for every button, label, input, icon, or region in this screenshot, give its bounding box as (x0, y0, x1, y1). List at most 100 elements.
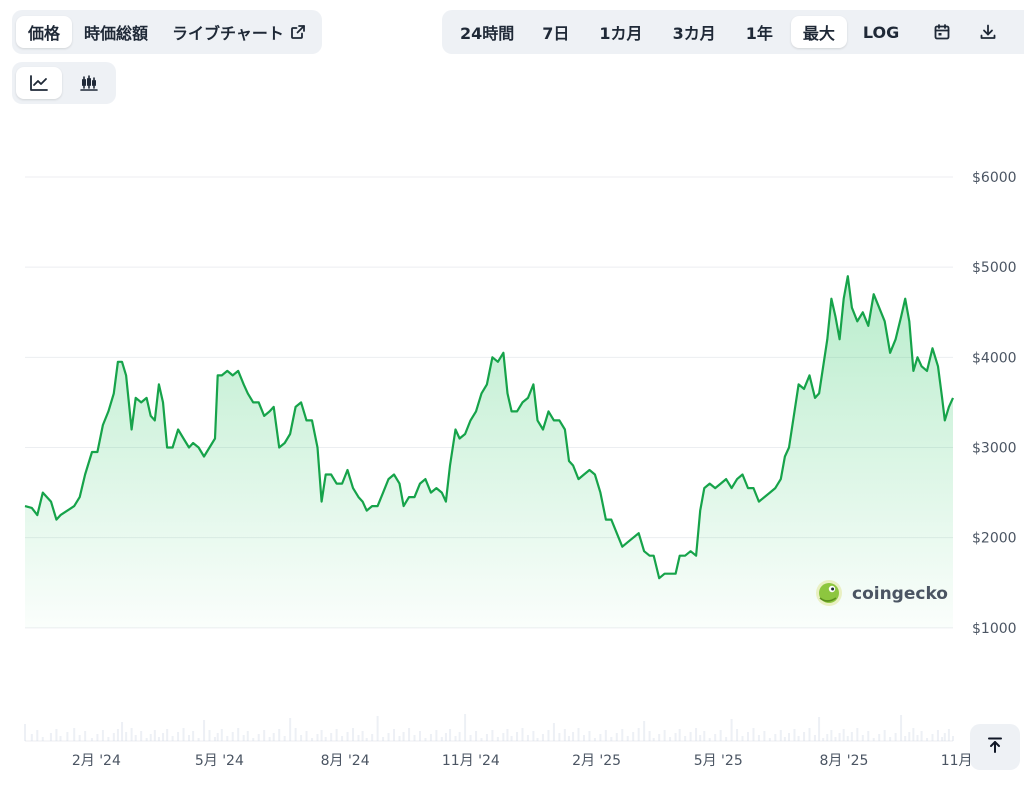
volume-bar (908, 732, 911, 741)
volume-bar (101, 730, 104, 741)
tab-1y[interactable]: 1年 (745, 24, 773, 43)
volume-bar (496, 737, 499, 741)
volume-bar (547, 730, 550, 741)
volume-bar (171, 736, 174, 741)
volume-bar (376, 716, 379, 741)
volume-bar (330, 733, 333, 741)
volume-bar (263, 730, 266, 741)
volume-bar (703, 731, 706, 741)
x-tick-label: 8月 '25 (819, 753, 868, 769)
tab-1m[interactable]: 1カ月 (599, 24, 643, 43)
volume-bar (883, 730, 886, 741)
volume-bar (316, 734, 319, 741)
volume-bar (521, 728, 524, 741)
volume-bar (382, 737, 385, 741)
tab-market-cap[interactable]: 時価総額 (84, 24, 149, 43)
volume-bar (830, 730, 833, 741)
tab-price[interactable]: 価格 (16, 16, 73, 48)
volume-bar (257, 734, 260, 741)
candlestick-button[interactable] (66, 67, 112, 99)
volume-bar (464, 714, 467, 741)
volume-bar (300, 735, 303, 741)
volume-bar (572, 732, 575, 741)
volume-bar (272, 733, 275, 741)
y-tick-label: $6000 (972, 170, 1017, 186)
volume-bar (203, 720, 206, 741)
download-button[interactable] (969, 16, 1007, 48)
volume-bar (393, 729, 396, 741)
volume-bar (779, 730, 782, 741)
tab-log[interactable]: LOG (862, 22, 900, 42)
calendar-button[interactable] (923, 16, 961, 48)
volume-bar (506, 729, 509, 741)
calendar-icon (933, 23, 951, 41)
volume-bar (768, 738, 771, 741)
volume-bar (684, 736, 687, 741)
volume-bar (444, 733, 447, 741)
volume-bar (714, 734, 717, 741)
tab-7d[interactable]: 7日 (542, 24, 570, 43)
x-tick-label: 5月 '25 (694, 753, 743, 769)
volume-bar (371, 734, 374, 741)
y-tick-label: $4000 (972, 350, 1017, 366)
volume-bar (182, 728, 185, 741)
download-icon (979, 23, 997, 41)
volume-bar (678, 729, 681, 741)
volume-bar (112, 733, 115, 741)
volume-bar (952, 736, 954, 741)
volume-bar (208, 730, 211, 741)
volume-bar (289, 718, 292, 741)
chart-type-tabs: 価格 時価総額 ライブチャート (12, 10, 322, 54)
volume-bar (145, 738, 148, 741)
tab-24h[interactable]: 24時間 (460, 24, 515, 43)
arrow-up-to-line-icon (986, 736, 1004, 758)
volume-bar (536, 738, 539, 741)
volume-bar (588, 731, 591, 741)
volume-bar (941, 737, 944, 741)
line-chart-button[interactable] (16, 67, 62, 99)
volume-bar (231, 732, 234, 741)
time-range-tabs: 24時間 7日 1カ月 3カ月 1年 最大 LOG (442, 10, 1024, 54)
volume-bar (599, 734, 602, 741)
volume-bar (900, 715, 903, 741)
volume-bar (30, 734, 33, 741)
x-tick-label: 8月 '24 (321, 753, 370, 769)
volume-bar (346, 732, 349, 741)
price-line (24, 275, 955, 580)
tab-3m[interactable]: 3カ月 (672, 24, 716, 43)
tab-max[interactable]: 最大 (790, 16, 847, 48)
volume-bar (149, 734, 152, 741)
volume-bar (311, 738, 314, 741)
volume-bar (567, 736, 570, 741)
line-chart-icon (29, 74, 49, 92)
volume-bar (526, 735, 529, 741)
y-tick-label: $3000 (972, 441, 1017, 457)
y-tick-label: $5000 (972, 260, 1017, 276)
volume-bar (491, 730, 494, 741)
volume-bar (582, 735, 585, 741)
volume-bar (826, 734, 829, 741)
volume-bar (424, 738, 427, 741)
volume-bar (278, 729, 281, 741)
volume-bar (669, 737, 672, 741)
volume-bar (140, 731, 143, 741)
volume-bar (916, 735, 919, 741)
volume-bar (435, 730, 438, 741)
volume-bar (736, 729, 739, 741)
volume-bar (213, 737, 216, 741)
scroll-top-button[interactable] (970, 724, 1020, 770)
volume-bar (648, 731, 651, 741)
volume-bar (610, 737, 613, 741)
volume-bar (475, 731, 478, 741)
tab-live-chart[interactable]: ライブチャート (160, 16, 318, 48)
volume-bar (725, 737, 728, 741)
volume-bar (352, 728, 355, 741)
volume-bar (746, 732, 749, 741)
volume-bar (237, 728, 240, 741)
volume-bar (157, 737, 160, 741)
volume-bar (361, 731, 364, 741)
volume-bar (926, 738, 929, 741)
volume-bar (55, 729, 58, 741)
volume-bar (763, 731, 766, 741)
volume-bar (49, 733, 52, 741)
